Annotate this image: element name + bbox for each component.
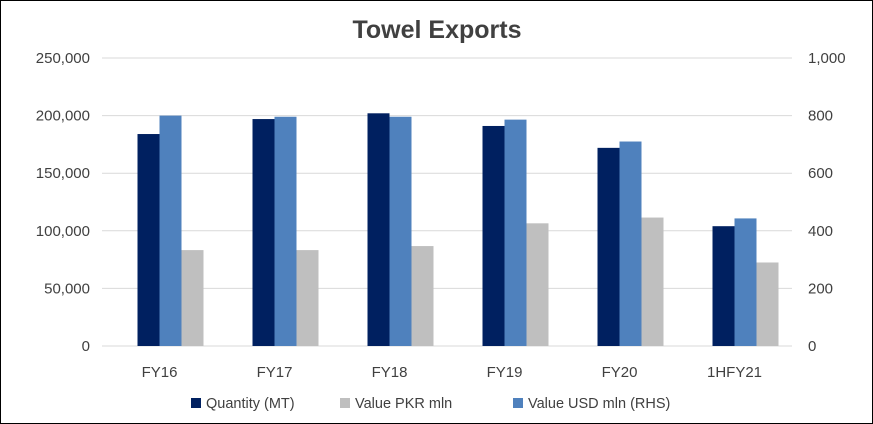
legend: Quantity (MT) Value PKR mln Value USD mln … [191,396,670,412]
category-label: FY19 [487,364,523,381]
category-label: FY18 [372,364,408,381]
left-tick-label: 200,000 [36,108,90,125]
bar-value-usd-mln-rhs-fy20 [619,141,642,346]
left-tick-label: 0 [82,338,90,355]
bar-value-pkr-mln-fy19 [526,223,549,346]
bar-quantity-mt-fy20 [597,147,620,346]
right-tick-label: 0 [808,338,816,355]
legend-label: Value PKR mln [355,396,452,412]
left-tick-label: 50,000 [44,280,90,297]
bar-value-pkr-mln-fy17 [296,250,319,346]
left-tick-label: 100,000 [36,223,90,240]
right-tick-label: 600 [808,165,833,182]
right-tick-label: 200 [808,280,833,297]
category-label: 1HFY21 [707,364,762,381]
bar-quantity-mt-fy18 [367,113,390,347]
right-tick-label: 400 [808,223,833,240]
bar-value-pkr-mln-fy20 [641,217,664,346]
category-label: FY16 [142,364,178,381]
bar-value-pkr-mln-1hfy21 [756,262,779,346]
bars [137,113,779,347]
left-tick-label: 250,000 [36,50,90,67]
bar-value-usd-mln-rhs-fy17 [274,116,297,346]
left-tick-label: 150,000 [36,165,90,182]
category-labels: FY16 FY17 FY18 FY19 FY20 1HFY21 [142,364,762,381]
right-tick-label: 800 [808,108,833,125]
legend-swatch [340,398,350,408]
right-tick-label: 1,000 [808,50,846,67]
left-axis-ticks: 0 50,000 100,000 150,000 200,000 250,000 [36,50,90,355]
category-label: FY17 [257,364,293,381]
bar-value-pkr-mln-fy18 [411,246,434,346]
bar-value-pkr-mln-fy16 [181,250,204,346]
legend-label: Quantity (MT) [206,396,295,412]
bar-quantity-mt-1hfy21 [712,226,735,346]
bar-value-usd-mln-rhs-fy19 [504,119,527,346]
legend-swatch [513,398,523,408]
bar-value-usd-mln-rhs-1hfy21 [734,218,757,346]
right-axis-ticks: 0 200 400 600 800 1,000 [808,50,846,355]
bar-quantity-mt-fy19 [482,125,505,346]
category-label: FY20 [602,364,638,381]
legend-label: Value USD mln (RHS) [528,396,670,412]
gridlines [102,57,792,347]
chart-title: Towel Exports [352,16,521,44]
bar-quantity-mt-fy16 [137,134,160,346]
bar-value-usd-mln-rhs-fy16 [159,115,182,346]
legend-swatch [191,398,201,408]
bar-quantity-mt-fy17 [252,119,275,346]
bar-value-usd-mln-rhs-fy18 [389,116,412,346]
